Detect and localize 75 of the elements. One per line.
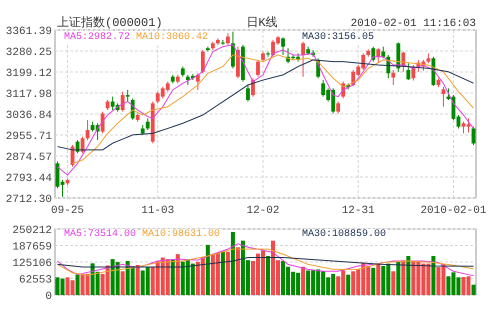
text: MA5:2982.72: [64, 32, 130, 43]
candlestick: [100, 111, 105, 134]
series-label: MA30:3156.05: [302, 32, 374, 43]
candlestick: [472, 126, 476, 146]
candlestick: [70, 144, 74, 168]
candlestick: [106, 99, 110, 111]
candlestick: [406, 62, 410, 81]
y-tick-label: 125106: [12, 258, 52, 270]
bar: [346, 274, 350, 295]
candlestick: [381, 46, 386, 59]
y-tick-label: 250212: [12, 225, 52, 237]
y-tick-label: 3280.25: [6, 47, 52, 59]
bar: [136, 264, 140, 295]
candlestick: [226, 32, 230, 46]
y-tick-label: 3199.12: [6, 68, 52, 80]
bar: [431, 256, 436, 295]
chart-subtitle: 日K线: [246, 16, 278, 30]
x-tick-label: 2010-02-01: [420, 205, 487, 217]
candlestick: [146, 118, 150, 131]
bar: [76, 274, 80, 295]
y-tick-label: 2955.71: [6, 131, 52, 143]
candlestick: [426, 52, 430, 64]
y-tick-label: 3117.98: [6, 89, 52, 101]
candlestick: [200, 50, 205, 74]
y-tick-label: 62553: [18, 274, 52, 286]
line-series: [57, 248, 474, 276]
candlestick: [442, 86, 446, 108]
candlestick: [256, 59, 260, 78]
candlestick: [301, 41, 305, 78]
candlestick: [261, 51, 265, 62]
x-tick-label: 09-25: [51, 205, 84, 217]
x-tick-label: 11-03: [141, 205, 174, 217]
bar: [396, 260, 400, 295]
bar: [170, 259, 175, 295]
bar: [206, 244, 210, 295]
y-tick-label: 3361.39: [6, 26, 52, 38]
candlestick: [76, 140, 80, 154]
candlestick: [281, 36, 285, 56]
text: MA5:73514.00: [64, 229, 136, 240]
y-tick-label: 187659: [12, 242, 52, 254]
line-series: [57, 257, 474, 268]
candlestick: [246, 84, 250, 102]
candlestick: [86, 119, 90, 141]
bar: [301, 266, 306, 295]
y-tick-label: 2874.57: [6, 152, 52, 164]
bar: [236, 247, 240, 295]
x-tick-label: 12-02: [246, 205, 280, 217]
candlestick: [140, 124, 145, 136]
bar: [391, 271, 396, 295]
bar: [176, 254, 180, 295]
bar: [376, 264, 380, 295]
y-tick-label: 0: [45, 291, 52, 303]
y-tick-label: 2712.30: [6, 194, 52, 206]
candlestick: [180, 66, 185, 78]
bar: [471, 284, 476, 295]
bar: [230, 232, 235, 295]
candlestick: [80, 136, 84, 154]
line-series: [57, 243, 474, 276]
bar: [226, 252, 230, 295]
candlestick: [436, 78, 440, 88]
bar: [220, 251, 225, 295]
series-label: MA30:108859.00: [302, 229, 386, 240]
series-label: MA10:98631.00: [142, 229, 220, 240]
bar: [401, 260, 406, 295]
x-tick-label: 12-31: [342, 205, 376, 217]
candlestick: [231, 31, 235, 69]
bar: [406, 256, 410, 295]
y-tick-label: 2793.44: [6, 173, 52, 185]
bar: [371, 268, 376, 295]
bar: [266, 256, 270, 295]
bar: [120, 271, 125, 295]
y-tick-label: 3036.84: [6, 110, 52, 122]
annotation: 2010-02-01 11:16:03: [350, 18, 476, 30]
chart-title: 上证指数(000001): [57, 16, 163, 30]
text: MA10:3060.42: [136, 32, 208, 43]
